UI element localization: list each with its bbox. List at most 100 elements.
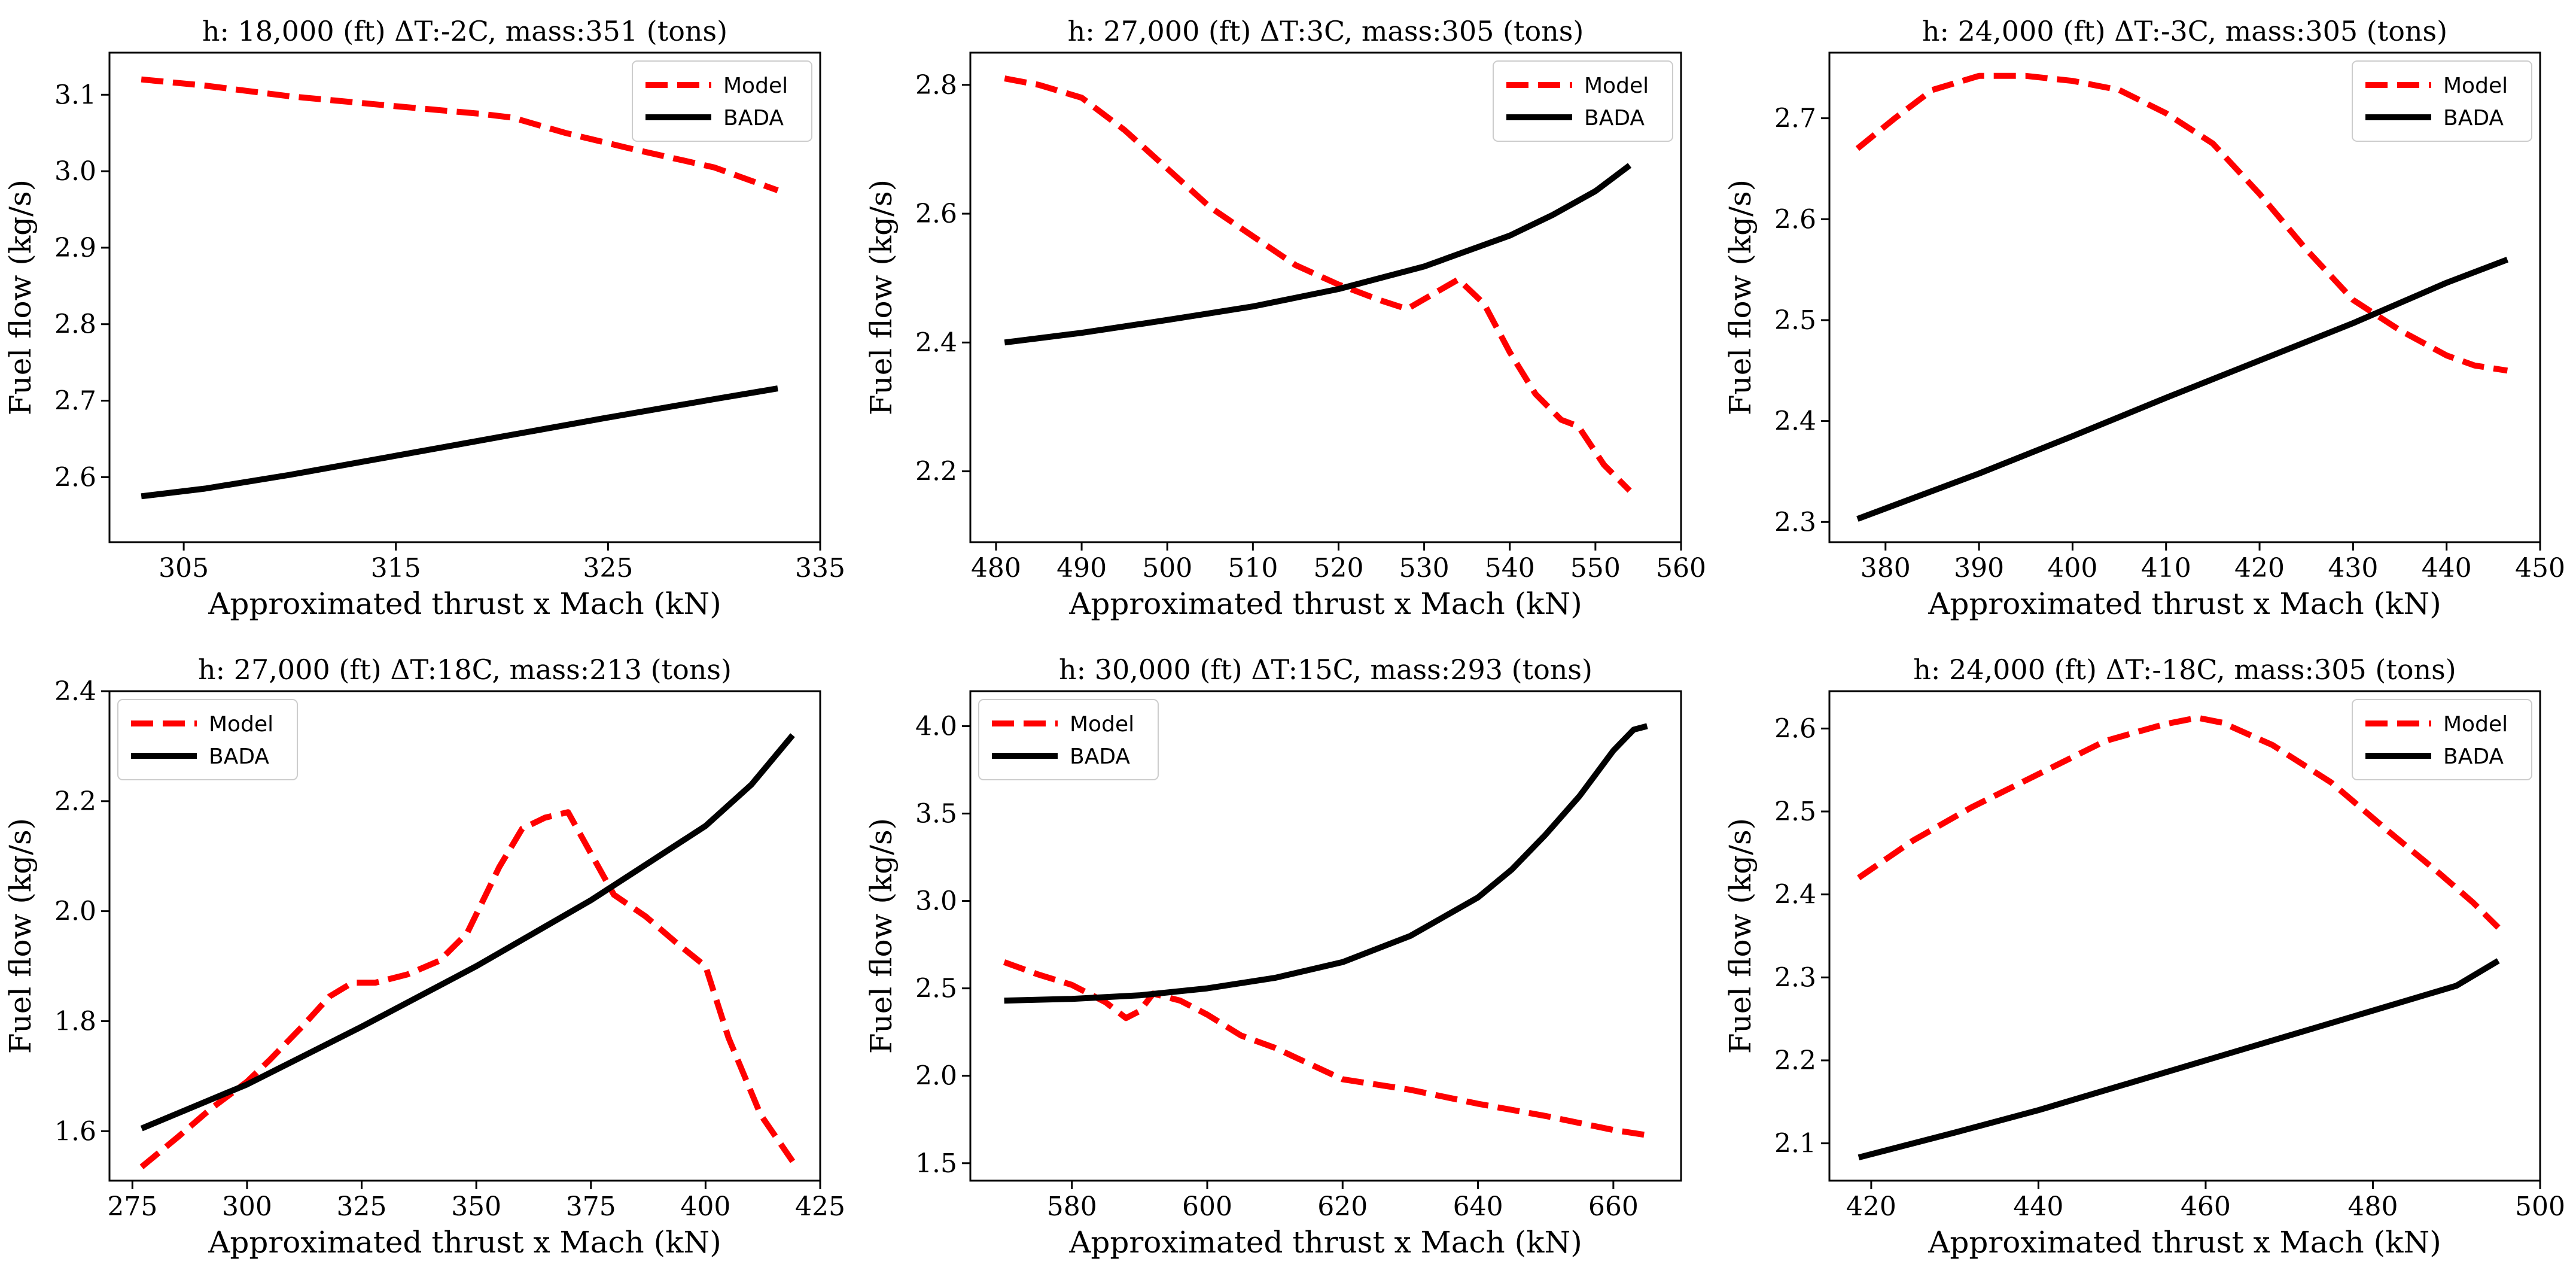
y-tick-label: 2.2 [915,457,957,487]
legend-box [978,699,1159,780]
x-tick-label: 480 [2347,1191,2398,1222]
y-tick-label: 2.1 [1774,1129,1816,1159]
y-tick-label: 3.0 [915,886,957,917]
y-tick-label: 2.6 [1774,713,1816,744]
legend: Model BADA [2352,699,2532,780]
axes-frame [969,690,1682,1182]
chart-panel: h: 27,000 (ft) ΔT:3C, mass:305 (tons) 480… [864,15,1706,621]
y-axis-label: Fuel flow (kg/s) [3,818,38,1054]
legend-bada-label: BADA [723,106,784,130]
x-tick-label: 325 [583,553,633,583]
y-tick-label: 1.6 [54,1116,96,1147]
y-tick-label: 2.3 [1774,507,1816,537]
x-tick-label: 350 [451,1191,501,1222]
bada-series-line [1858,958,2500,1161]
x-tick-label: 500 [1142,553,1192,583]
x-axis-label: Approximated thrust x Mach (kN) [1928,586,2441,621]
x-tick-label: 580 [1047,1191,1097,1222]
legend-box [2352,60,2532,142]
chart-panel: h: 24,000 (ft) ΔT:-3C, mass:305 (tons) 38… [1723,15,2565,621]
y-tick-label: 2.5 [915,974,957,1004]
x-tick-label: 500 [2515,1191,2565,1222]
x-tick-label: 400 [680,1191,730,1222]
legend-model-label: Model [1584,74,1649,98]
chart-title: h: 24,000 (ft) ΔT:-18C, mass:305 (tons) [1913,653,2456,686]
x-tick-label: 600 [1182,1191,1232,1222]
chart-title: h: 18,000 (ft) ΔT:-2C, mass:351 (tons) [202,15,727,47]
x-tick-label: 400 [2047,553,2097,583]
y-tick-label: 2.2 [1774,1045,1816,1076]
x-axis-label: Approximated thrust x Mach (kN) [208,586,721,621]
model-series-line [1857,715,2501,930]
legend: Model BADA [117,699,298,780]
x-tick-label: 375 [566,1191,616,1222]
legend-bada-label: BADA [2443,106,2504,130]
y-tick-label: 2.6 [54,462,96,492]
legend-model-label: Model [2443,74,2508,98]
y-tick-label: 2.3 [1774,962,1816,993]
x-tick-label: 335 [795,553,845,583]
y-tick-label: 2.6 [915,199,957,229]
legend-model-label: Model [723,74,788,98]
chart-panel: h: 24,000 (ft) ΔT:-18C, mass:305 (tons) 4… [1723,653,2565,1260]
y-tick-label: 2.0 [915,1061,957,1092]
bada-series-line [1856,257,2509,522]
y-tick-label: 3.1 [54,80,96,110]
legend-model-label: Model [2443,712,2508,737]
chart-panel: h: 30,000 (ft) ΔT:15C, mass:293 (tons) 58… [864,653,1682,1260]
x-tick-label: 380 [1861,553,1911,583]
chart-title: h: 24,000 (ft) ΔT:-3C, mass:305 (tons) [1922,15,2447,47]
y-tick-label: 1.8 [54,1006,96,1036]
chart-panel: h: 18,000 (ft) ΔT:-2C, mass:351 (tons) 30… [3,15,845,621]
legend-box [632,60,812,142]
chart-title: h: 30,000 (ft) ΔT:15C, mass:293 (tons) [1059,653,1593,686]
legend-bada-label: BADA [1070,744,1130,769]
y-tick-label: 2.6 [1774,204,1816,235]
chart-panel: h: 27,000 (ft) ΔT:18C, mass:213 (tons) 27… [3,653,845,1260]
x-tick-label: 315 [371,553,421,583]
x-tick-label: 550 [1570,553,1621,583]
x-tick-label: 305 [159,553,209,583]
axes-frame [969,51,1682,543]
y-tick-label: 2.4 [1774,406,1816,437]
y-tick-label: 2.7 [1774,104,1816,134]
legend-bada-label: BADA [1584,106,1645,130]
y-tick-label: 2.2 [54,786,96,817]
bada-series-line [140,733,795,1132]
x-tick-label: 420 [1846,1191,1896,1222]
x-tick-label: 640 [1453,1191,1503,1222]
x-tick-label: 660 [1588,1191,1639,1222]
x-tick-label: 325 [337,1191,387,1222]
x-tick-label: 425 [795,1191,845,1222]
y-axis-label: Fuel flow (kg/s) [864,180,899,415]
y-axis-label: Fuel flow (kg/s) [1723,180,1758,415]
x-tick-label: 530 [1399,553,1450,583]
x-axis-label: Approximated thrust x Mach (kN) [1928,1225,2441,1260]
legend-box [117,699,298,780]
y-tick-label: 2.7 [54,386,96,416]
chart-title: h: 27,000 (ft) ΔT:3C, mass:305 (tons) [1068,15,1584,47]
y-tick-label: 2.5 [1774,796,1816,827]
y-tick-label: 3.5 [915,799,957,829]
legend-bada-label: BADA [209,744,269,769]
x-axis-label: Approximated thrust x Mach (kN) [208,1225,721,1260]
axes-frame [108,690,821,1182]
x-tick-label: 430 [2328,553,2378,583]
model-series-line [139,809,796,1169]
y-axis-label: Fuel flow (kg/s) [864,818,899,1054]
legend-box [2352,699,2532,780]
bada-series-line [1004,163,1632,346]
y-tick-label: 1.5 [915,1148,957,1179]
x-tick-label: 420 [2234,553,2285,583]
x-tick-label: 620 [1317,1191,1368,1222]
x-tick-label: 450 [2515,553,2565,583]
bada-series-line [1004,723,1648,1004]
bada-series-line [141,385,778,500]
x-tick-label: 520 [1313,553,1363,583]
x-tick-label: 560 [1656,553,1706,583]
y-tick-label: 2.4 [54,676,96,707]
model-series-line [1004,75,1632,493]
legend-box [1493,60,1673,142]
legend-bada-label: BADA [2443,744,2504,769]
